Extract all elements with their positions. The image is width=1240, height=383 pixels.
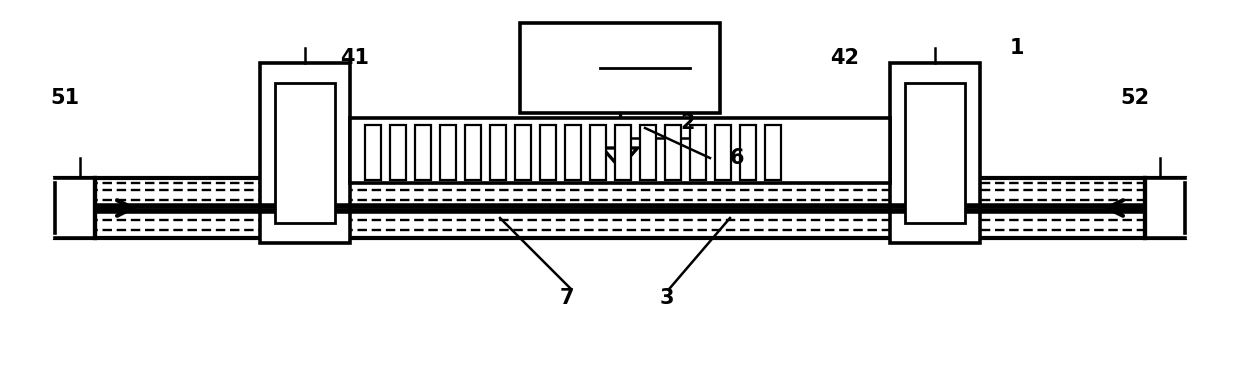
Bar xyxy=(539,125,556,180)
Bar xyxy=(890,63,980,243)
Bar xyxy=(350,118,890,183)
Bar xyxy=(905,83,965,223)
Text: 6: 6 xyxy=(730,148,744,168)
Bar xyxy=(365,125,381,180)
Bar xyxy=(740,125,756,180)
Bar xyxy=(765,125,781,180)
Bar xyxy=(490,125,506,180)
Bar xyxy=(615,125,631,180)
Bar xyxy=(440,125,456,180)
Bar xyxy=(50,177,95,239)
Bar xyxy=(665,125,681,180)
Text: 7: 7 xyxy=(560,288,574,308)
Text: 2: 2 xyxy=(680,113,694,133)
Bar xyxy=(520,23,720,113)
Bar xyxy=(260,63,350,243)
Text: 51: 51 xyxy=(50,88,79,108)
Polygon shape xyxy=(603,148,637,168)
Text: 1: 1 xyxy=(1011,38,1024,58)
Bar xyxy=(640,125,656,180)
Bar xyxy=(465,125,481,180)
Text: 52: 52 xyxy=(1120,88,1149,108)
Bar xyxy=(391,125,405,180)
Text: 41: 41 xyxy=(340,48,370,68)
Text: 3: 3 xyxy=(660,288,675,308)
Text: 42: 42 xyxy=(830,48,859,68)
Bar xyxy=(590,125,606,180)
Bar xyxy=(1145,177,1190,239)
Bar xyxy=(689,125,706,180)
Bar xyxy=(415,125,432,180)
Bar xyxy=(715,125,732,180)
Bar xyxy=(515,125,531,180)
Bar xyxy=(275,83,335,223)
Bar xyxy=(565,125,582,180)
